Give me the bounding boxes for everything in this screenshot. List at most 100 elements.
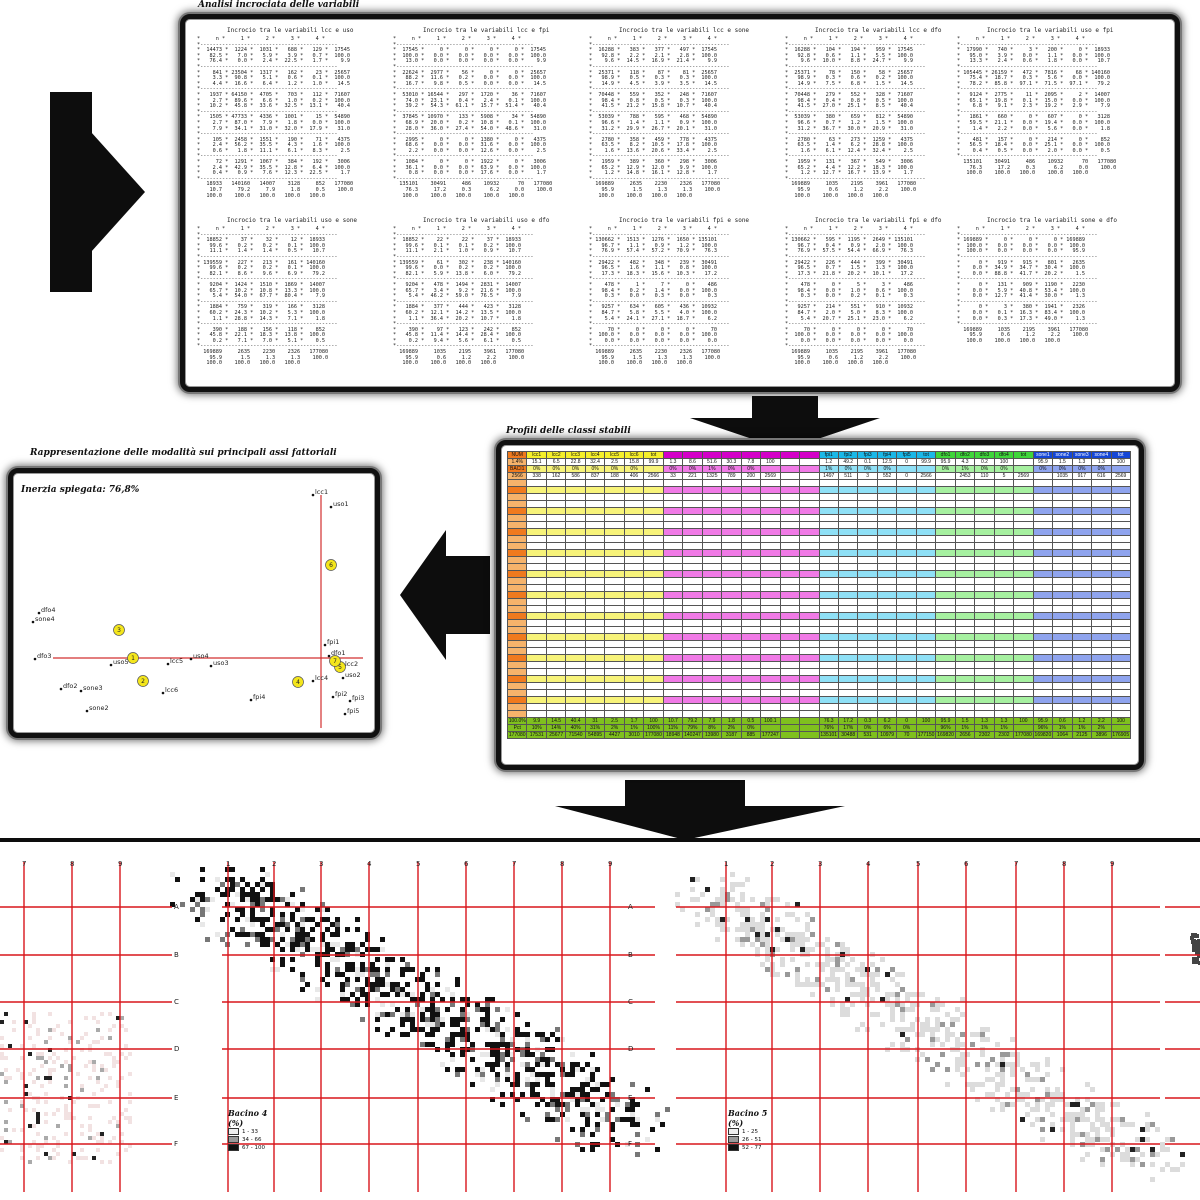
map-cell — [930, 1027, 935, 1032]
map-cell — [80, 1084, 84, 1088]
point-marker — [161, 691, 165, 695]
legend-item: 26 - 51 — [742, 1137, 762, 1143]
map-cell — [48, 1036, 52, 1040]
table-cell — [1052, 647, 1073, 655]
table-cell — [604, 682, 625, 690]
map-cell — [96, 1140, 100, 1144]
table-cell — [643, 647, 664, 655]
table-cell — [507, 563, 528, 571]
map-cell — [745, 922, 750, 927]
table-cell — [701, 577, 723, 585]
table-cell — [779, 717, 801, 725]
table-cell: 1325 — [701, 472, 723, 480]
table-cell — [760, 605, 781, 613]
table-cell — [799, 528, 820, 536]
table-cell — [857, 661, 878, 669]
map-cell — [345, 967, 350, 972]
map-cell — [370, 962, 375, 967]
table-cell — [507, 682, 528, 690]
map-cell — [320, 932, 325, 937]
map-cell — [112, 1056, 116, 1060]
table-cell — [623, 619, 645, 627]
map-cell — [630, 1112, 635, 1117]
map-cell — [525, 1077, 530, 1082]
table-cell: 169820 — [935, 731, 956, 739]
table-cell: 4.3 — [954, 458, 976, 466]
map-cell — [870, 962, 875, 967]
table-cell — [818, 668, 839, 676]
table-cell: 2% — [1091, 724, 1112, 732]
table-cell — [993, 661, 1015, 669]
table-cell — [1110, 696, 1131, 704]
table-cell: dfo1 — [935, 451, 956, 459]
table-cell — [740, 451, 762, 459]
map-cell — [760, 902, 765, 907]
map-cell — [96, 1080, 100, 1084]
class-circle — [127, 652, 139, 664]
point-label-lcc4: lcc4 — [315, 674, 328, 682]
map-cell — [500, 1037, 505, 1042]
table-cell — [721, 451, 742, 459]
map-cell — [44, 1152, 48, 1156]
map-cell — [52, 1136, 56, 1140]
table-cell — [760, 507, 781, 515]
table-cell — [604, 661, 625, 669]
map-cell — [76, 1040, 80, 1044]
table-cell: 1.3 — [993, 717, 1015, 725]
table-cell — [1071, 507, 1093, 515]
map-cell — [285, 897, 290, 902]
table-cell — [857, 710, 878, 718]
point-label-dfo4: dfo4 — [41, 606, 56, 614]
table-cell — [1013, 479, 1034, 487]
table-cell — [1032, 542, 1054, 550]
table-cell — [1052, 570, 1073, 578]
map-cell — [795, 902, 800, 907]
map-cell — [260, 917, 265, 922]
table-cell — [623, 675, 645, 683]
map-cell — [1010, 1062, 1015, 1067]
map-cell — [124, 1044, 128, 1048]
map-cell — [240, 912, 245, 917]
table-cell — [721, 640, 742, 648]
table-cell — [701, 542, 723, 550]
table-cell: 96% — [935, 724, 956, 732]
table-cell — [818, 535, 839, 543]
table-cell — [1071, 689, 1093, 697]
table-cell — [643, 612, 664, 620]
table-cell: 3010 — [623, 731, 645, 739]
map-cell — [570, 1072, 575, 1077]
map-cell — [52, 1148, 56, 1152]
map-cell — [220, 882, 225, 887]
table-cell — [857, 542, 878, 550]
map-cell — [68, 1036, 72, 1040]
table-cell — [721, 486, 742, 494]
table-cell — [604, 584, 625, 592]
table-cell — [584, 591, 606, 599]
map-cell — [1145, 1112, 1150, 1117]
table-cell — [721, 633, 742, 641]
map-cell — [795, 937, 800, 942]
map-cell — [855, 967, 860, 972]
map-cell — [88, 1104, 92, 1108]
class-circle — [325, 559, 337, 571]
table-cell — [662, 591, 684, 599]
map-cell — [1035, 1062, 1040, 1067]
table-cell — [1091, 612, 1112, 620]
legend-swatch — [228, 1136, 239, 1143]
map-cell — [1160, 1147, 1165, 1152]
table-cell — [876, 528, 898, 536]
map-cell — [36, 1120, 40, 1124]
map-cell — [205, 897, 210, 902]
map-cell — [755, 947, 760, 952]
map-cell — [96, 1104, 100, 1108]
table-cell — [565, 591, 586, 599]
table-cell: 3896 — [1091, 731, 1112, 739]
map-cell — [88, 1116, 92, 1120]
map-cell — [580, 1097, 585, 1102]
table-cell — [584, 612, 606, 620]
table-cell — [760, 451, 781, 459]
map-cell — [265, 942, 270, 947]
map-cell — [805, 947, 810, 952]
table-cell — [643, 486, 664, 494]
map-cell — [450, 1037, 455, 1042]
